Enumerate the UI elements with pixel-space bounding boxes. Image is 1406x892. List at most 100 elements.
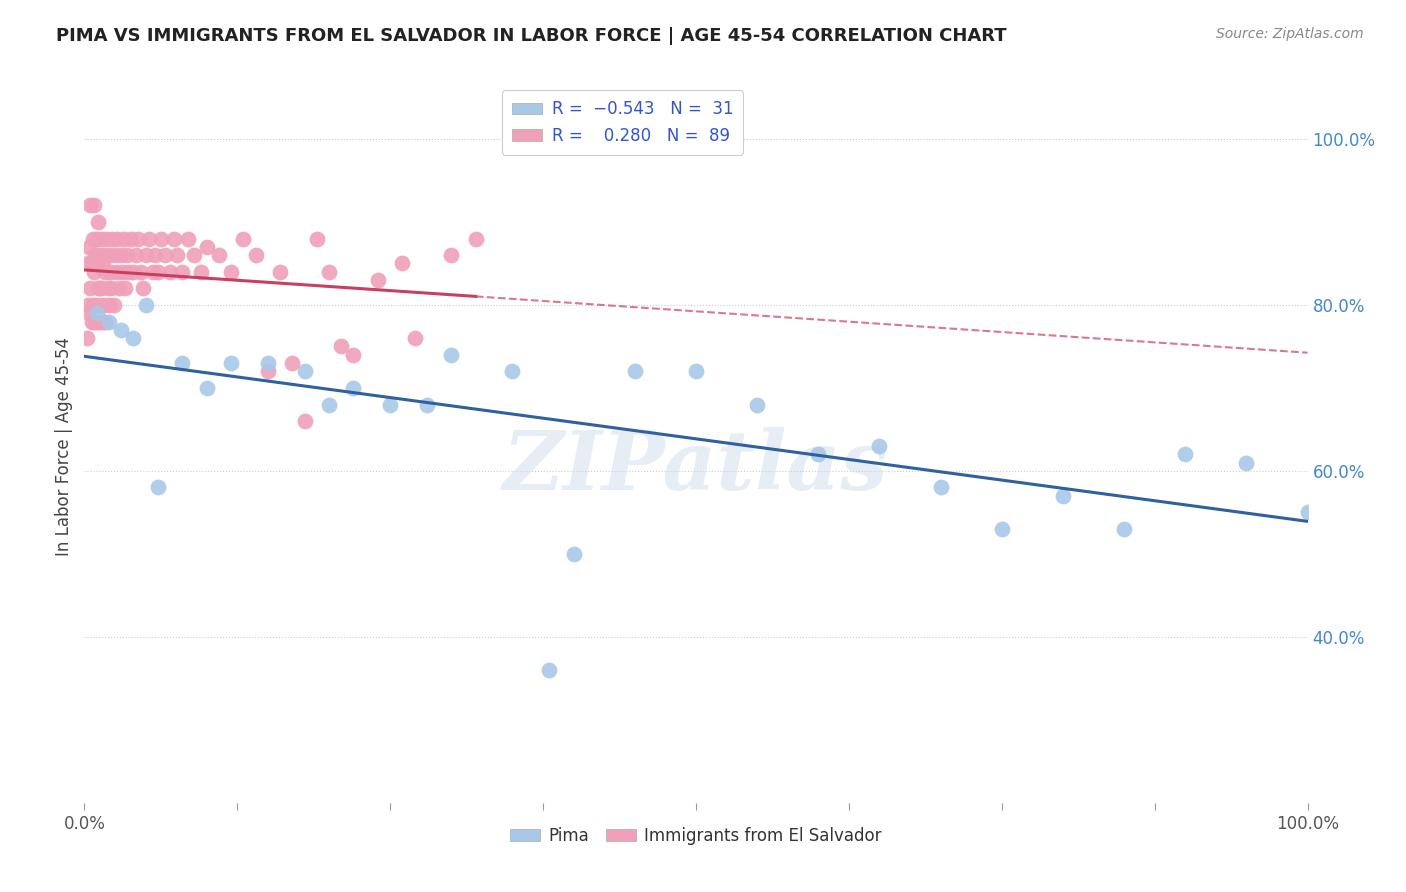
Point [132, 281, 155, 295]
Point [110, 323, 132, 337]
Point [77, 298, 100, 312]
Point [107, 281, 129, 295]
Point [172, 265, 194, 279]
Point [117, 265, 139, 279]
Point [318, 397, 340, 411]
Point [115, 248, 138, 262]
Point [245, 248, 267, 262]
Point [97, 281, 120, 295]
Point [93, 248, 115, 262]
Point [807, 447, 830, 461]
Point [84, 298, 107, 312]
Point [86, 231, 108, 245]
Point [94, 314, 117, 328]
Point [79, 198, 101, 212]
Point [869, 439, 891, 453]
Point [685, 364, 707, 378]
Point [76, 331, 98, 345]
Point [94, 265, 117, 279]
Point [183, 248, 205, 262]
Point [79, 281, 101, 295]
Point [83, 314, 105, 328]
Point [281, 356, 304, 370]
Point [87, 215, 110, 229]
Point [146, 265, 169, 279]
Point [146, 481, 169, 495]
Point [100, 281, 122, 295]
Point [138, 231, 160, 245]
Point [538, 663, 561, 677]
Point [502, 364, 524, 378]
Point [87, 281, 110, 295]
Point [125, 248, 148, 262]
Point [404, 331, 426, 345]
Point [143, 248, 166, 262]
Point [89, 314, 111, 328]
Point [232, 231, 254, 245]
Point [87, 298, 110, 312]
Point [367, 273, 389, 287]
Point [120, 231, 142, 245]
Point [83, 198, 105, 212]
Point [342, 348, 364, 362]
Point [111, 265, 134, 279]
Point [105, 265, 128, 279]
Point [1114, 522, 1136, 536]
Point [122, 265, 145, 279]
Point [86, 256, 108, 270]
Legend: Pima, Immigrants from El Salvador: Pima, Immigrants from El Salvador [503, 821, 889, 852]
Point [159, 265, 181, 279]
Point [135, 298, 157, 312]
Y-axis label: In Labor Force | Age 45-54: In Labor Force | Age 45-54 [55, 336, 73, 556]
Point [97, 248, 120, 262]
Point [82, 298, 104, 312]
Point [991, 522, 1014, 536]
Point [257, 356, 280, 370]
Point [87, 248, 110, 262]
Point [219, 356, 242, 370]
Point [98, 265, 121, 279]
Point [440, 248, 463, 262]
Point [219, 265, 242, 279]
Point [104, 248, 127, 262]
Point [380, 397, 402, 411]
Point [77, 306, 100, 320]
Point [464, 231, 486, 245]
Point [440, 348, 463, 362]
Point [114, 281, 136, 295]
Point [89, 281, 111, 295]
Text: Source: ZipAtlas.com: Source: ZipAtlas.com [1216, 27, 1364, 41]
Point [1296, 505, 1319, 519]
Point [1236, 456, 1258, 470]
Point [416, 397, 439, 411]
Point [86, 314, 108, 328]
Point [318, 265, 340, 279]
Point [112, 231, 135, 245]
Point [80, 256, 103, 270]
Point [177, 231, 200, 245]
Point [135, 248, 157, 262]
Point [142, 265, 165, 279]
Text: ZIPatlas: ZIPatlas [503, 427, 889, 508]
Point [929, 481, 952, 495]
Point [294, 364, 316, 378]
Point [122, 331, 145, 345]
Point [624, 364, 647, 378]
Point [93, 298, 115, 312]
Point [1052, 489, 1074, 503]
Point [1174, 447, 1197, 461]
Point [195, 240, 218, 254]
Point [195, 381, 218, 395]
Point [172, 356, 194, 370]
Point [294, 414, 316, 428]
Point [269, 265, 291, 279]
Point [91, 256, 114, 270]
Point [86, 306, 108, 320]
Point [129, 265, 152, 279]
Point [330, 339, 353, 353]
Point [90, 281, 112, 295]
Text: PIMA VS IMMIGRANTS FROM EL SALVADOR IN LABOR FORCE | AGE 45-54 CORRELATION CHART: PIMA VS IMMIGRANTS FROM EL SALVADOR IN L… [56, 27, 1007, 45]
Point [97, 298, 120, 312]
Point [97, 314, 120, 328]
Point [82, 231, 104, 245]
